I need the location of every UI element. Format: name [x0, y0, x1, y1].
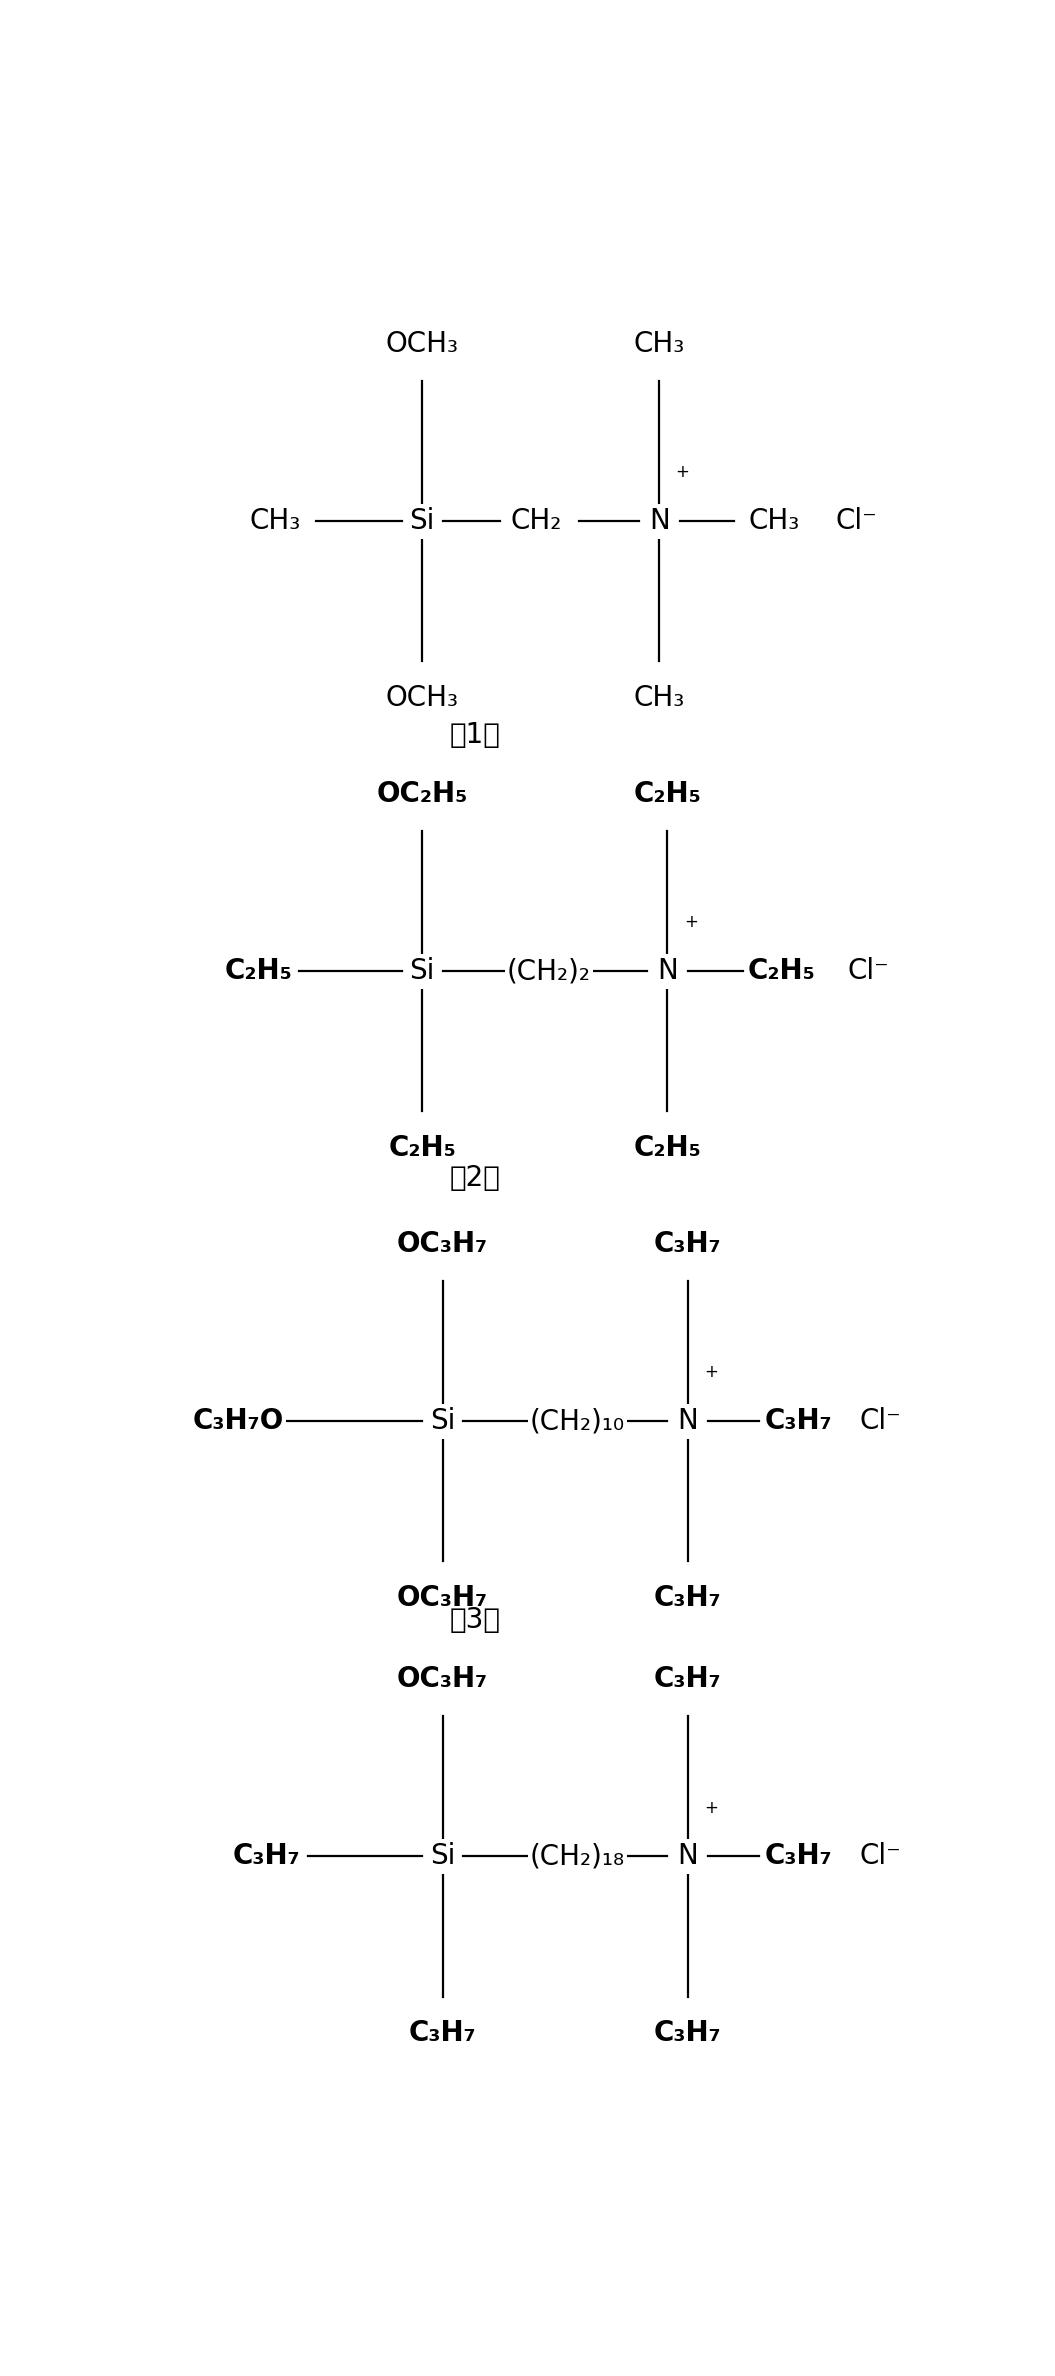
Text: C₃H₇: C₃H₇	[233, 1841, 301, 1870]
Text: CH₃: CH₃	[249, 506, 301, 535]
Text: Cl⁻: Cl⁻	[836, 506, 877, 535]
Text: （2）: （2）	[449, 1164, 501, 1193]
Text: OC₃H₇: OC₃H₇	[397, 1231, 488, 1259]
Text: CH₃: CH₃	[634, 684, 685, 713]
Text: C₂H₅: C₂H₅	[748, 958, 816, 986]
Text: +: +	[705, 1364, 718, 1380]
Text: （1）: （1）	[449, 722, 501, 748]
Text: Cl⁻: Cl⁻	[847, 958, 889, 986]
Text: (CH₂)₁₈: (CH₂)₁₈	[530, 1841, 625, 1870]
Text: Cl⁻: Cl⁻	[860, 1841, 901, 1870]
Text: OC₂H₅: OC₂H₅	[377, 779, 467, 808]
Text: CH₃: CH₃	[748, 506, 800, 535]
Text: C₃H₇: C₃H₇	[765, 1407, 832, 1435]
Text: C₂H₅: C₂H₅	[633, 779, 702, 808]
Text: N: N	[677, 1841, 698, 1870]
Text: Si: Si	[409, 506, 435, 535]
Text: C₂H₅: C₂H₅	[388, 1133, 456, 1162]
Text: CH₃: CH₃	[634, 330, 685, 359]
Text: （3）: （3）	[449, 1606, 501, 1635]
Text: C₃H₇: C₃H₇	[654, 1585, 722, 1613]
Text: Si: Si	[429, 1407, 456, 1435]
Text: C₃H₇: C₃H₇	[765, 1841, 832, 1870]
Text: OC₃H₇: OC₃H₇	[397, 1585, 488, 1613]
Text: +: +	[684, 912, 697, 931]
Text: C₂H₅: C₂H₅	[225, 958, 292, 986]
Text: OCH₃: OCH₃	[386, 684, 459, 713]
Text: OCH₃: OCH₃	[386, 330, 459, 359]
Text: (CH₂)₁₀: (CH₂)₁₀	[530, 1407, 625, 1435]
Text: CH₂: CH₂	[511, 506, 562, 535]
Text: +: +	[675, 463, 690, 482]
Text: Cl⁻: Cl⁻	[860, 1407, 901, 1435]
Text: N: N	[649, 506, 670, 535]
Text: C₃H₇O: C₃H₇O	[193, 1407, 284, 1435]
Text: C₃H₇: C₃H₇	[654, 1231, 722, 1259]
Text: OC₃H₇: OC₃H₇	[397, 1666, 488, 1694]
Text: Si: Si	[429, 1841, 456, 1870]
Text: C₃H₇: C₃H₇	[654, 2020, 722, 2048]
Text: C₃H₇: C₃H₇	[408, 2020, 477, 2048]
Text: Si: Si	[409, 958, 435, 986]
Text: +: +	[705, 1799, 718, 1818]
Text: C₂H₅: C₂H₅	[633, 1133, 702, 1162]
Text: N: N	[657, 958, 677, 986]
Text: N: N	[677, 1407, 698, 1435]
Text: (CH₂)₂: (CH₂)₂	[506, 958, 591, 986]
Text: C₃H₇: C₃H₇	[654, 1666, 722, 1694]
